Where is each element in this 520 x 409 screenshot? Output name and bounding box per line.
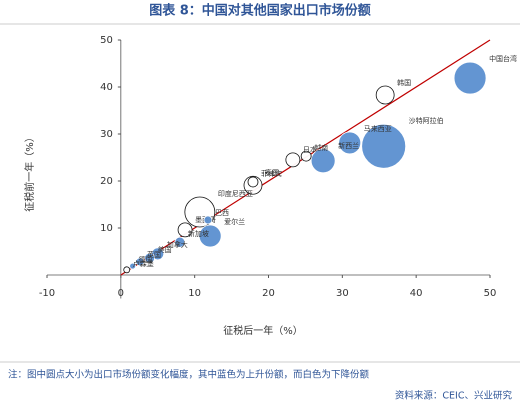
y-tick-label: 20 — [100, 176, 113, 187]
point-label: 越南 — [314, 143, 328, 152]
point-label: 日本 — [303, 145, 317, 154]
y-axis-label: 征税前一年（%） — [23, 132, 36, 212]
y-tick-label: 40 — [100, 82, 113, 93]
bubble — [247, 176, 259, 188]
bubble — [144, 252, 156, 264]
bubble — [453, 61, 487, 95]
point-label: 英国 — [147, 250, 161, 259]
source: 资料来源：CEIC、兴业研究 — [395, 390, 513, 402]
point-label: 卢森堡 — [133, 259, 154, 268]
point-label: 美国 — [158, 245, 172, 254]
point-label: 马来西亚 — [364, 125, 392, 133]
bubble — [300, 150, 312, 162]
point-label: 中国台湾 — [489, 54, 517, 63]
bubble — [198, 224, 222, 248]
chart-title: 图表 8：中国对其他国家出口市场份额 — [149, 3, 371, 19]
bubble — [203, 215, 213, 225]
x-tick-label: 40 — [410, 288, 423, 299]
bubble — [338, 131, 362, 155]
bubble — [310, 148, 336, 174]
x-tick-label: 30 — [336, 288, 349, 299]
bubble — [361, 123, 407, 169]
point-label: 爱尔兰 — [224, 217, 245, 226]
footnote: 注：图中圆点大小为出口市场份额变化幅度，其中蓝色为上升份额，而白色为下降份额 — [8, 369, 370, 381]
y-tick-label: 50 — [100, 35, 113, 46]
x-tick-label: 0 — [118, 288, 124, 299]
point-label: 巴西 — [215, 209, 229, 217]
point-label: 加拿大 — [167, 240, 188, 249]
bubble — [177, 222, 193, 238]
bubble — [135, 257, 145, 267]
bubble — [129, 262, 137, 270]
x-axis-label: 征税后一年（%） — [223, 324, 303, 337]
bubble — [123, 266, 131, 274]
y-tick-label: 30 — [100, 129, 113, 140]
point-label: 印度尼西亚 — [218, 189, 253, 198]
point-label: 泰国 — [265, 168, 279, 177]
x-tick-label: 50 — [484, 288, 497, 299]
x-tick-label: 20 — [262, 288, 275, 299]
y-tick-label: 10 — [100, 223, 113, 234]
point-label: 新西兰 — [338, 141, 359, 150]
x-tick-label: 10 — [188, 288, 201, 299]
point-label: 新加坡 — [188, 229, 209, 238]
point-label: 沙特阿拉伯 — [409, 116, 444, 125]
point-label: 菲律宾 — [261, 169, 282, 178]
x-tick-label: -10 — [39, 288, 55, 299]
point-label: 韩国 — [397, 78, 411, 87]
point-label: 德国 — [139, 255, 153, 264]
bubble — [285, 152, 301, 168]
bubble — [174, 236, 186, 248]
bubble — [375, 85, 395, 105]
